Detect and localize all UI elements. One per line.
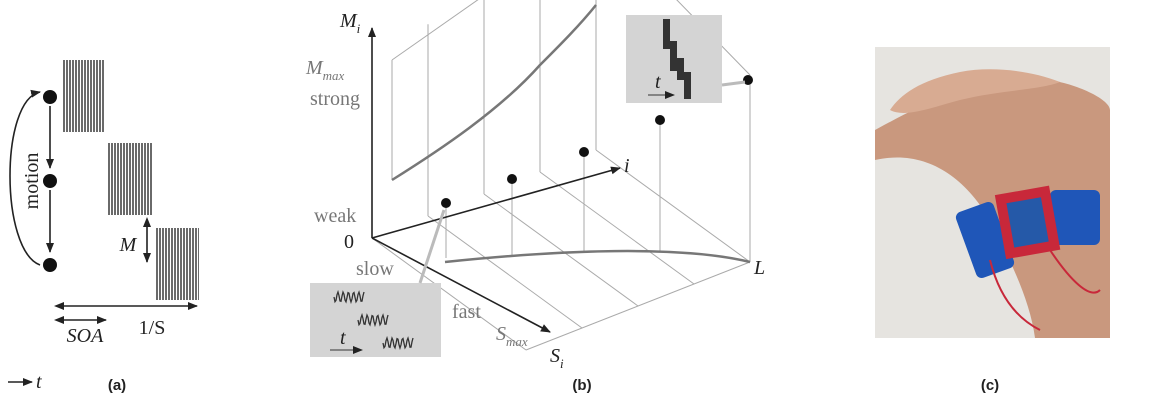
point xyxy=(441,198,451,208)
m-max-base: M xyxy=(305,57,324,79)
motion-label: motion xyxy=(21,153,43,210)
s-base: S xyxy=(550,345,560,367)
panel-b: t t Mi Mmax strong weak 0 slow fast Smax… xyxy=(305,0,765,394)
actuator xyxy=(43,258,57,272)
actuator xyxy=(43,174,57,188)
speed-curve xyxy=(445,251,750,262)
inset-t: t xyxy=(340,327,346,349)
magnitude-curve xyxy=(392,5,596,180)
vibration-burst xyxy=(155,228,199,300)
s-axis-label: Si xyxy=(550,345,564,371)
fast-label: fast xyxy=(452,301,481,323)
strong-label: strong xyxy=(310,88,360,110)
soa-label: SOA xyxy=(67,325,104,347)
s-max-base: S xyxy=(496,323,506,345)
t-label: t xyxy=(36,371,42,393)
l-label: L xyxy=(753,257,765,279)
wire-line xyxy=(526,262,750,350)
caption: (a) xyxy=(108,377,126,394)
inset-t: t xyxy=(655,71,661,93)
vibration-burst xyxy=(108,143,152,215)
panel-a: motion M SOA 1/S t (a) xyxy=(8,60,199,394)
inset-bottom xyxy=(310,283,441,357)
point xyxy=(579,147,589,157)
point xyxy=(507,174,517,184)
point xyxy=(655,115,665,125)
inset-pointer xyxy=(722,82,745,85)
caption: (b) xyxy=(572,377,591,394)
figure: motion M SOA 1/S t (a) t xyxy=(0,0,1163,405)
m-base: M xyxy=(339,10,358,32)
s-max-sub: max xyxy=(506,334,528,349)
s-max-label: Smax xyxy=(496,323,528,349)
wire-line xyxy=(540,172,694,284)
inv-s-label: 1/S xyxy=(139,317,166,339)
wire-line xyxy=(596,150,750,262)
i-axis-label: i xyxy=(624,155,630,177)
zero-label: 0 xyxy=(344,231,354,253)
wire-line xyxy=(392,0,596,60)
photo xyxy=(875,47,1110,338)
m-max-label: Mmax xyxy=(305,57,345,83)
m-axis-label: Mi xyxy=(339,10,361,36)
weak-label: weak xyxy=(314,205,356,227)
m-max-sub: max xyxy=(323,68,345,83)
caption: (c) xyxy=(981,377,999,394)
m-label: M xyxy=(119,234,138,256)
vibration-burst xyxy=(62,60,104,132)
actuator xyxy=(43,90,57,104)
slow-label: slow xyxy=(356,258,394,280)
s-sub: i xyxy=(560,356,564,371)
m-sub: i xyxy=(357,21,361,36)
